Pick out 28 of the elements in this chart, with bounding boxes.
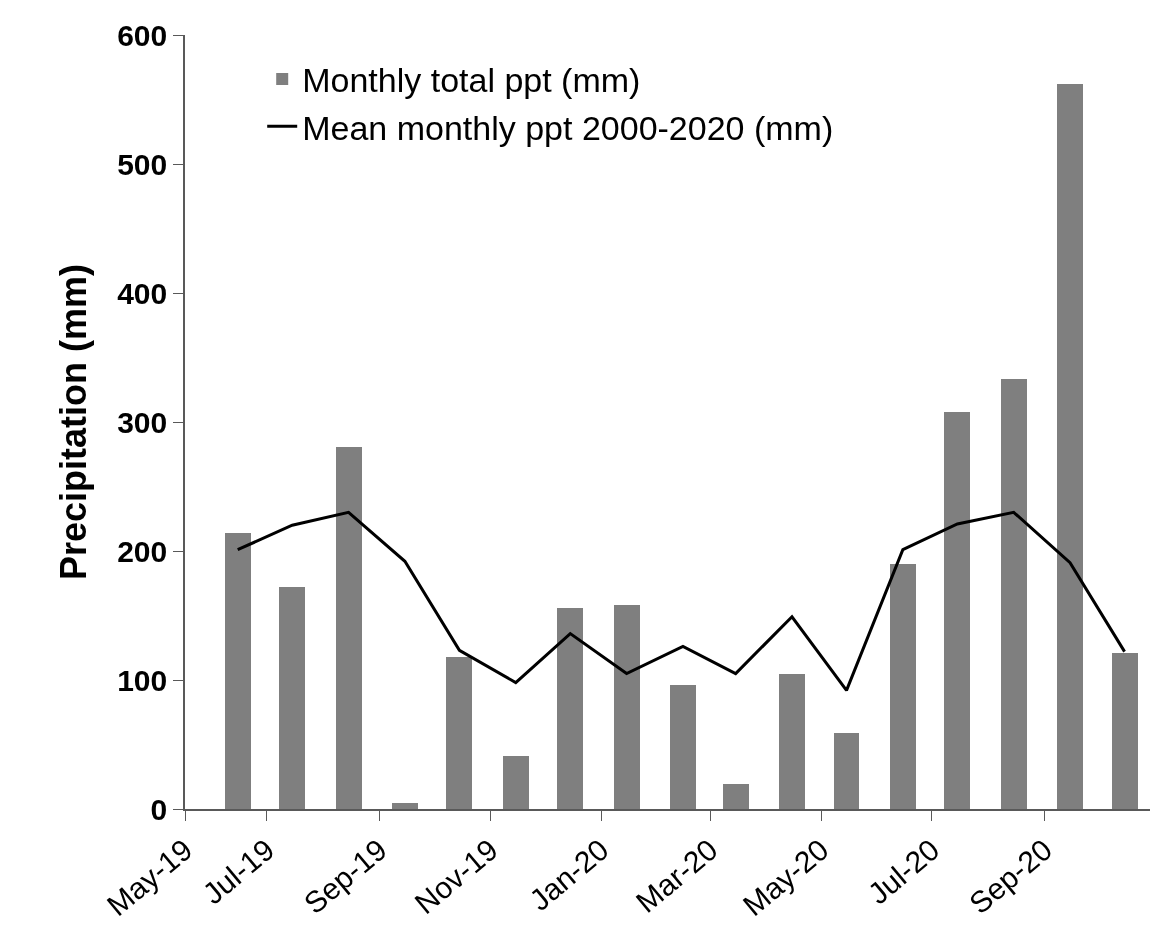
bar <box>1001 379 1027 809</box>
legend-label: Mean monthly ppt 2000-2020 (mm) <box>302 108 834 147</box>
bar <box>944 412 970 809</box>
y-tick-label: 100 <box>117 663 168 697</box>
bar <box>723 784 749 809</box>
bar <box>834 733 859 809</box>
bar <box>1057 84 1083 809</box>
line-series <box>236 510 1127 692</box>
bar <box>392 803 418 809</box>
y-tick-label: 0 <box>150 792 168 826</box>
bar <box>779 674 805 809</box>
bar <box>446 657 472 809</box>
bar <box>557 608 583 809</box>
bar <box>225 533 251 809</box>
bar <box>614 605 640 809</box>
legend-label: Monthly total ppt (mm) <box>302 61 641 100</box>
bar <box>503 756 529 809</box>
y-tick-label: 200 <box>117 534 168 568</box>
bar <box>1112 653 1138 809</box>
bar <box>670 685 696 809</box>
y-axis-title: Precipitation (mm) <box>52 263 94 581</box>
y-tick-label: 600 <box>117 18 168 52</box>
bar <box>279 587 305 809</box>
bar <box>336 447 362 809</box>
y-tick-label: 400 <box>117 276 168 310</box>
y-tick-label: 300 <box>117 405 168 439</box>
bar <box>890 564 916 809</box>
y-tick-label: 500 <box>117 147 168 181</box>
